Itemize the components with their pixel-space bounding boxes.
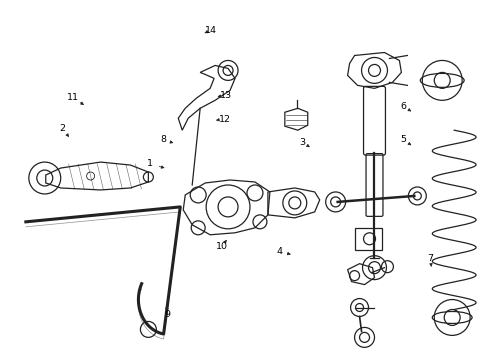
Text: 11: 11 [67,93,79,102]
Text: 5: 5 [401,135,407,144]
Text: 8: 8 [160,135,166,144]
Text: 14: 14 [205,26,217,35]
Text: 6: 6 [401,102,407,111]
Text: 9: 9 [164,310,170,319]
Text: 1: 1 [147,159,153,168]
Text: 13: 13 [220,91,233,100]
Text: 3: 3 [299,138,306,147]
Text: 10: 10 [216,242,227,251]
Text: 2: 2 [59,123,65,132]
Text: 4: 4 [276,247,282,256]
Text: 12: 12 [219,114,230,123]
Text: 7: 7 [427,255,434,264]
